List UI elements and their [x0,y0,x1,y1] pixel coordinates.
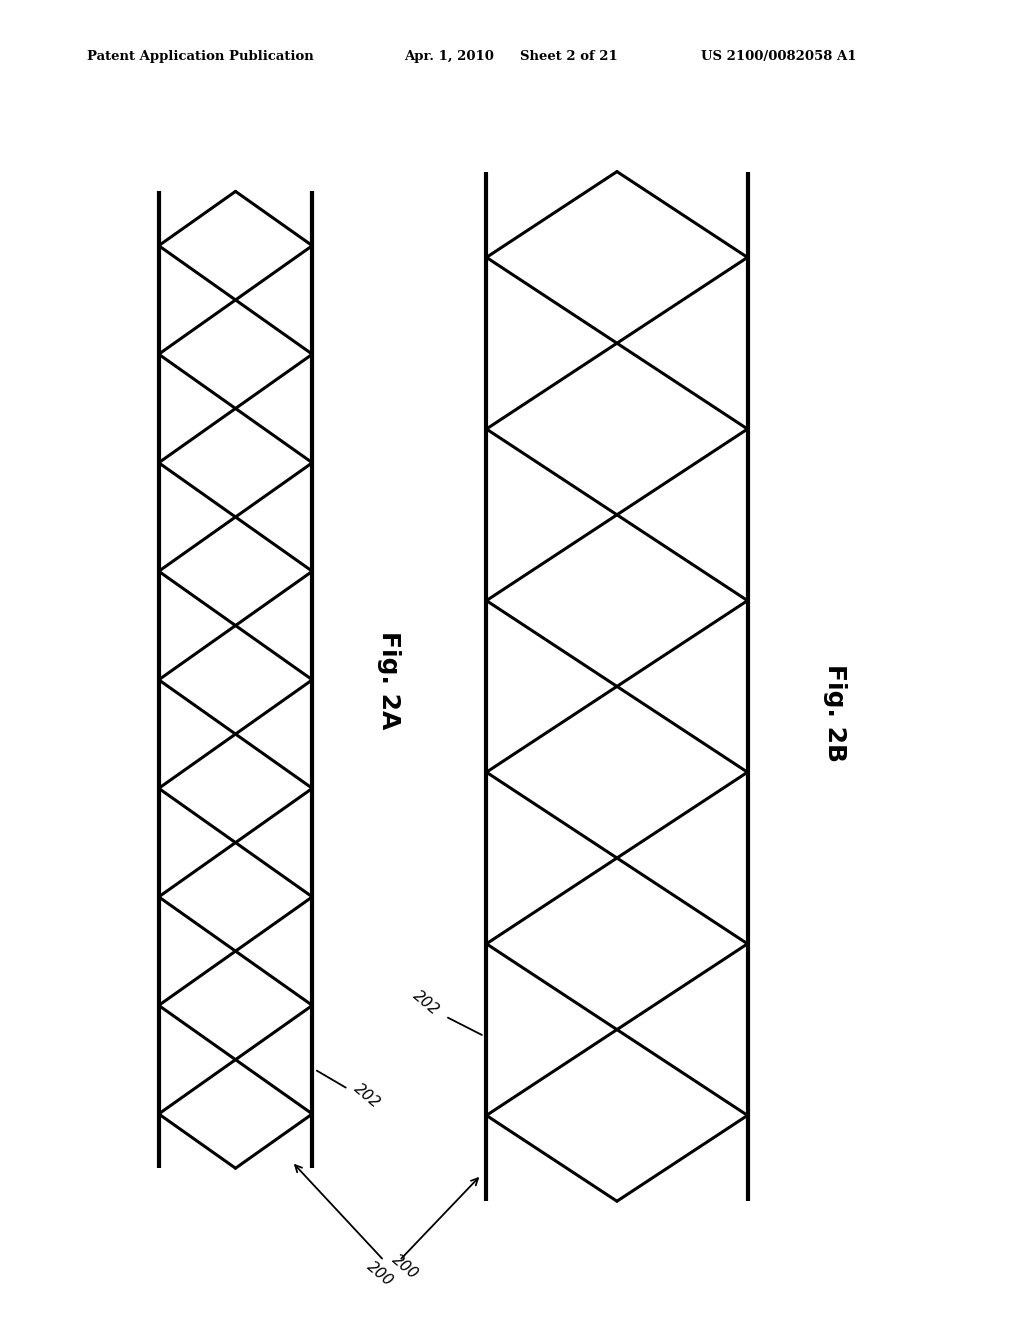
Text: 200: 200 [389,1253,421,1282]
Text: 202: 202 [410,989,441,1018]
Text: 202: 202 [351,1081,383,1110]
Text: 200: 200 [364,1259,395,1288]
Text: Fig. 2B: Fig. 2B [822,664,847,762]
Text: Sheet 2 of 21: Sheet 2 of 21 [520,50,617,63]
Text: Fig. 2A: Fig. 2A [377,631,401,729]
Text: Patent Application Publication: Patent Application Publication [87,50,313,63]
Text: US 2100/0082058 A1: US 2100/0082058 A1 [701,50,857,63]
Text: Apr. 1, 2010: Apr. 1, 2010 [404,50,495,63]
